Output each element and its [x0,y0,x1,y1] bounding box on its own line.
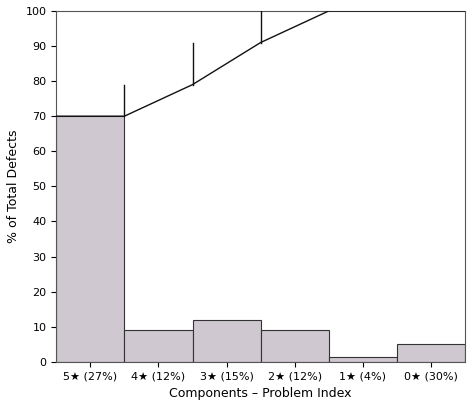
Bar [397,344,465,362]
Bar [56,116,124,362]
Bar [261,330,329,362]
Bar [193,319,261,362]
Y-axis label: % of Total Defects: % of Total Defects [7,129,20,243]
X-axis label: Components – Problem Index: Components – Problem Index [169,387,352,400]
Bar [329,357,397,362]
Bar [124,330,193,362]
